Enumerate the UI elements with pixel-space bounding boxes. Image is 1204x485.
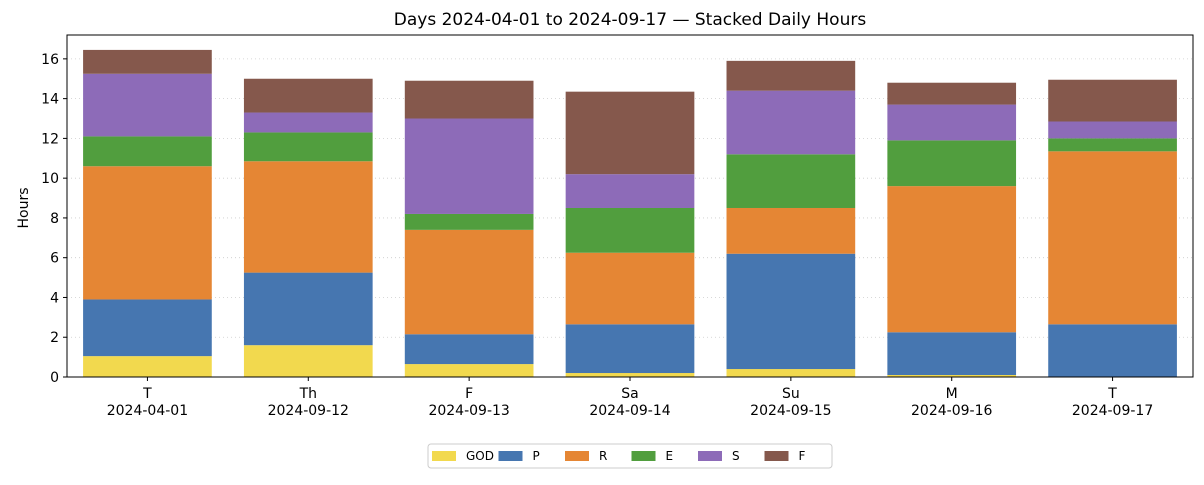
bar-segment-f	[83, 49, 212, 74]
bar-segment-e	[243, 132, 373, 162]
x-tick-day-label: Th	[299, 386, 317, 402]
bar-segment-f	[887, 82, 1017, 105]
bar-segment-f	[404, 80, 534, 119]
y-tick-label: 14	[41, 92, 59, 108]
bar-segment-r	[83, 166, 212, 300]
y-tick-label: 16	[41, 52, 59, 68]
bar-segment-r	[565, 252, 695, 325]
bar-segment-r	[1048, 151, 1177, 325]
bar-segment-god	[243, 345, 373, 377]
bar-segment-e	[565, 207, 695, 253]
x-tick-day-label: F	[465, 386, 473, 402]
bar-segment-e	[83, 136, 212, 167]
bar-segment-p	[1048, 324, 1177, 377]
bar-segment-p	[887, 332, 1017, 376]
bar-segment-e	[1048, 138, 1177, 152]
bar-segment-f	[1048, 79, 1177, 122]
legend-swatch-god	[432, 451, 456, 461]
y-tick-label: 10	[41, 171, 59, 187]
legend-label: E	[666, 449, 674, 463]
legend: GOD P R E S F	[427, 443, 833, 469]
legend-swatch-f	[764, 451, 789, 461]
bar-segment-god	[404, 364, 534, 377]
legend-label: P	[533, 449, 540, 463]
bar-segment-p	[83, 299, 212, 357]
bar-segment-s	[1048, 121, 1177, 139]
x-tick-date-label: 2024-09-14	[589, 403, 670, 419]
x-tick-date-label: 2024-04-01	[107, 403, 188, 419]
legend-swatch-p	[498, 451, 523, 461]
bar-segment-s	[565, 174, 695, 208]
y-tick-label: 12	[41, 131, 59, 147]
bar-segment-s	[887, 104, 1017, 141]
x-axis: T2024-04-01Th2024-09-12F2024-09-13Sa2024…	[107, 377, 1153, 419]
legend-label: F	[799, 449, 806, 463]
bars	[83, 49, 1177, 377]
bar-segment-e	[726, 154, 856, 208]
legend-swatch-r	[565, 451, 589, 461]
bar-segment-e	[404, 213, 534, 230]
bar-segment-s	[243, 112, 373, 133]
bar-segment-p	[565, 324, 695, 374]
y-tick-label: 6	[50, 251, 59, 267]
bar-segment-e	[887, 140, 1017, 187]
bar-segment-s	[726, 90, 856, 155]
bar-segment-god	[565, 373, 695, 377]
bar-segment-p	[243, 272, 373, 346]
x-tick-day-label: Sa	[621, 386, 638, 402]
bar-segment-s	[83, 73, 212, 137]
x-tick-date-label: 2024-09-13	[428, 403, 509, 419]
x-tick-date-label: 2024-09-15	[750, 403, 831, 419]
bar-segment-r	[243, 161, 373, 273]
x-tick-date-label: 2024-09-17	[1072, 403, 1153, 419]
y-tick-label: 4	[50, 290, 59, 306]
legend-label: GOD	[466, 449, 494, 463]
bar-segment-r	[887, 186, 1017, 333]
bar-segment-f	[565, 91, 695, 175]
bar-segment-god	[887, 375, 1017, 377]
legend-swatch-e	[631, 451, 656, 461]
bar-segment-f	[243, 78, 373, 113]
x-tick-day-label: T	[1107, 386, 1117, 402]
chart-title: Days 2024-04-01 to 2024-09-17 — Stacked …	[394, 10, 867, 30]
x-tick-date-label: 2024-09-16	[911, 403, 992, 419]
bar-segment-god	[726, 369, 856, 377]
bar-segment-r	[726, 207, 856, 254]
y-axis-label: Hours	[16, 187, 32, 228]
legend-frame	[427, 443, 833, 469]
bar-segment-p	[726, 253, 856, 370]
x-tick-day-label: Su	[782, 386, 800, 402]
y-tick-label: 2	[50, 330, 59, 346]
y-tick-label: 8	[50, 211, 59, 227]
x-tick-day-label: M	[946, 386, 958, 402]
y-axis: 0 2 4 6 8 10 12 14 16	[41, 52, 67, 386]
bar-segment-god	[83, 356, 212, 377]
bar-segment-p	[404, 334, 534, 365]
legend-label: S	[732, 449, 740, 463]
x-tick-day-label: T	[142, 386, 152, 402]
y-tick-label: 0	[50, 370, 59, 386]
bar-segment-s	[404, 118, 534, 214]
x-tick-date-label: 2024-09-12	[268, 403, 349, 419]
legend-label: R	[599, 449, 607, 463]
bar-segment-r	[404, 229, 534, 335]
bar-segment-f	[726, 60, 856, 91]
legend-swatch-s	[698, 451, 722, 461]
